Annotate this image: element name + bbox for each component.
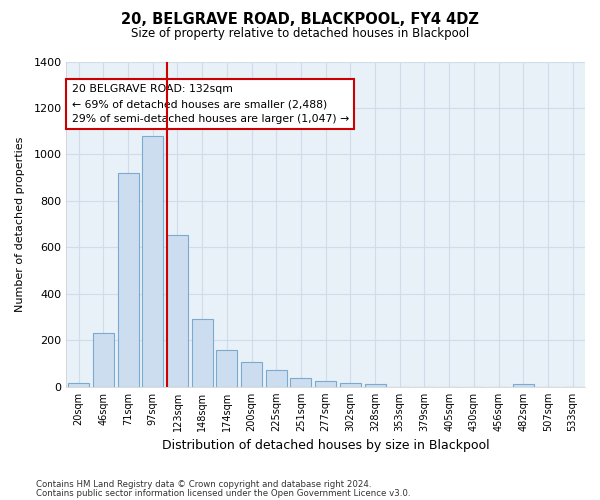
- Bar: [241, 362, 262, 387]
- Bar: [513, 384, 534, 387]
- Bar: [142, 136, 163, 387]
- Bar: [365, 384, 386, 387]
- Text: Size of property relative to detached houses in Blackpool: Size of property relative to detached ho…: [131, 28, 469, 40]
- Text: 20 BELGRAVE ROAD: 132sqm
← 69% of detached houses are smaller (2,488)
29% of sem: 20 BELGRAVE ROAD: 132sqm ← 69% of detach…: [71, 84, 349, 124]
- Text: 20, BELGRAVE ROAD, BLACKPOOL, FY4 4DZ: 20, BELGRAVE ROAD, BLACKPOOL, FY4 4DZ: [121, 12, 479, 28]
- Bar: [217, 350, 238, 387]
- Bar: [266, 370, 287, 387]
- Text: Contains public sector information licensed under the Open Government Licence v3: Contains public sector information licen…: [36, 489, 410, 498]
- Bar: [167, 234, 188, 387]
- Bar: [93, 334, 114, 387]
- X-axis label: Distribution of detached houses by size in Blackpool: Distribution of detached houses by size …: [162, 440, 490, 452]
- Bar: [118, 173, 139, 387]
- Bar: [290, 378, 311, 387]
- Bar: [68, 384, 89, 387]
- Bar: [191, 320, 212, 387]
- Y-axis label: Number of detached properties: Number of detached properties: [15, 136, 25, 312]
- Bar: [340, 382, 361, 387]
- Bar: [315, 381, 336, 387]
- Text: Contains HM Land Registry data © Crown copyright and database right 2024.: Contains HM Land Registry data © Crown c…: [36, 480, 371, 489]
